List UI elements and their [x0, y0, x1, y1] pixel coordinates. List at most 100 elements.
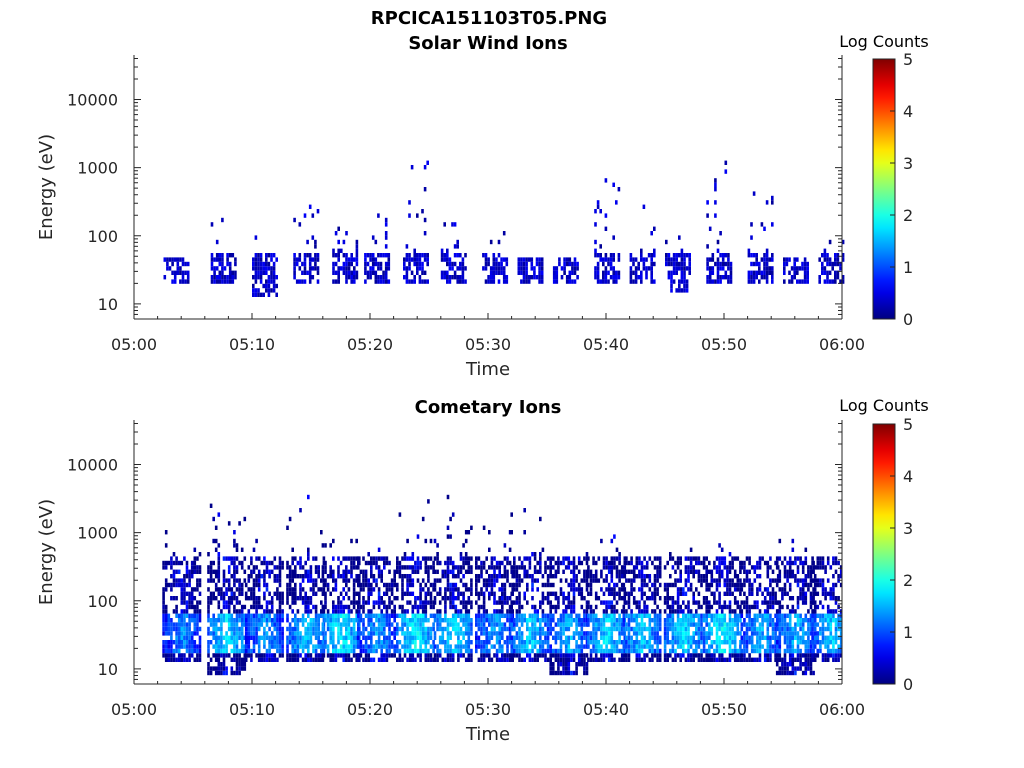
spectrogram-cell	[705, 587, 708, 592]
spectrogram-cell	[347, 261, 351, 267]
spectrogram-cell	[401, 604, 404, 610]
spectrogram-cell	[540, 275, 544, 280]
spectrogram-cell	[168, 266, 172, 271]
spectrogram-cell	[342, 270, 346, 275]
spectrogram-cell	[692, 556, 695, 561]
spectrogram-cell	[622, 631, 626, 636]
spectrogram-cell	[393, 644, 396, 649]
spectrogram-cell	[528, 648, 532, 654]
spectrogram-cell	[352, 653, 356, 658]
spectrogram-cell	[296, 648, 300, 654]
spectrogram-cell	[355, 618, 358, 623]
spectrogram-cell	[250, 631, 253, 636]
spectrogram-cell	[638, 569, 641, 574]
spectrogram-cell	[585, 635, 589, 640]
spectrogram-cell	[446, 640, 450, 645]
spectrogram-cell	[432, 587, 435, 592]
spectrogram-cell	[393, 631, 396, 636]
spectrogram-cell	[796, 270, 799, 275]
spectrogram-cell	[618, 569, 621, 574]
spectrogram-cell	[183, 609, 186, 614]
spectrogram-cell	[207, 644, 210, 649]
spectrogram-cell	[196, 565, 199, 570]
spectrogram-cell	[416, 648, 420, 654]
spectrogram-cell	[705, 653, 708, 658]
spectrogram-cell	[217, 578, 221, 583]
spectrogram-cell	[355, 275, 359, 280]
spectrogram-cell	[286, 626, 289, 632]
spectrogram-cell	[370, 640, 373, 645]
spectrogram-cell	[493, 618, 496, 623]
spectrogram-cell	[185, 565, 189, 570]
spectrogram-cell	[367, 552, 370, 557]
spectrogram-cell	[645, 266, 648, 271]
spectrogram-cell	[487, 279, 490, 284]
spectrogram-cell	[190, 587, 194, 592]
spectrogram-cell	[408, 574, 412, 579]
spectrogram-cell	[352, 578, 356, 583]
spectrogram-cell	[188, 644, 191, 649]
spectrogram-cell	[278, 653, 282, 658]
spectrogram-cell	[218, 257, 222, 262]
spectrogram-cell	[680, 279, 684, 284]
spectrogram-cell	[454, 622, 458, 627]
spectrogram-cell	[212, 631, 215, 636]
spectrogram-cell	[705, 600, 708, 605]
spectrogram-cell	[267, 275, 271, 280]
spectrogram-cell	[674, 560, 677, 566]
spectrogram-cell	[291, 547, 294, 552]
spectrogram-cell	[288, 582, 292, 588]
spectrogram-cell	[332, 569, 335, 574]
spectrogram-cell	[557, 604, 560, 610]
spectrogram-cell	[388, 618, 391, 623]
spectrogram-cell	[226, 261, 229, 267]
spectrogram-cell	[739, 591, 742, 596]
spectrogram-cell	[396, 569, 399, 574]
spectrogram-cell	[352, 622, 356, 627]
spectrogram-cell	[255, 653, 258, 658]
spectrogram-cell	[635, 644, 639, 649]
spectrogram-cell	[299, 587, 302, 592]
spectrogram-cell	[549, 613, 552, 618]
spectrogram-cell	[372, 622, 376, 627]
spectrogram-cell	[674, 578, 677, 583]
spectrogram-cell	[421, 622, 425, 627]
spectrogram-cell	[565, 275, 569, 280]
spectrogram-cell	[689, 635, 693, 640]
spectrogram-cell	[708, 604, 711, 610]
spectrogram-cell	[702, 618, 706, 623]
spectrogram-cell	[366, 270, 370, 275]
spectrogram-cell	[552, 565, 555, 570]
spectrogram-cell	[546, 582, 550, 588]
spectrogram-cell	[459, 653, 463, 658]
spectrogram-cell	[172, 626, 176, 632]
spectrogram-cell	[212, 578, 215, 583]
spectrogram-cell	[190, 631, 194, 636]
spectrogram-cell	[618, 574, 621, 579]
spectrogram-cell	[609, 261, 613, 267]
spectrogram-cell	[388, 626, 391, 632]
spectrogram-cell	[676, 635, 680, 640]
spectrogram-cell	[240, 591, 244, 596]
spectrogram-cell	[728, 582, 732, 588]
spectrogram-cell	[539, 552, 542, 557]
spectrogram-cell	[577, 635, 581, 640]
spectrogram-cell	[501, 596, 504, 601]
spectrogram-cell	[419, 618, 422, 623]
spectrogram-cell	[715, 622, 719, 627]
spectrogram-cell	[692, 640, 695, 645]
spectrogram-cell	[557, 596, 560, 601]
spectrogram-cell	[533, 640, 537, 645]
spectrogram-cell	[577, 591, 581, 596]
spectrogram-cell	[570, 578, 573, 583]
spectrogram-cell	[600, 644, 603, 649]
spectrogram-cell	[222, 648, 226, 654]
spectrogram-cell	[602, 613, 606, 618]
spectrogram-cell	[761, 644, 764, 649]
spectrogram-cell	[552, 279, 556, 284]
spectrogram-cell	[175, 657, 178, 662]
spectrogram-cell	[268, 613, 271, 618]
spectrogram-cell	[322, 618, 326, 623]
spectrogram-cell	[291, 574, 294, 579]
spectrogram-cell	[167, 613, 171, 618]
